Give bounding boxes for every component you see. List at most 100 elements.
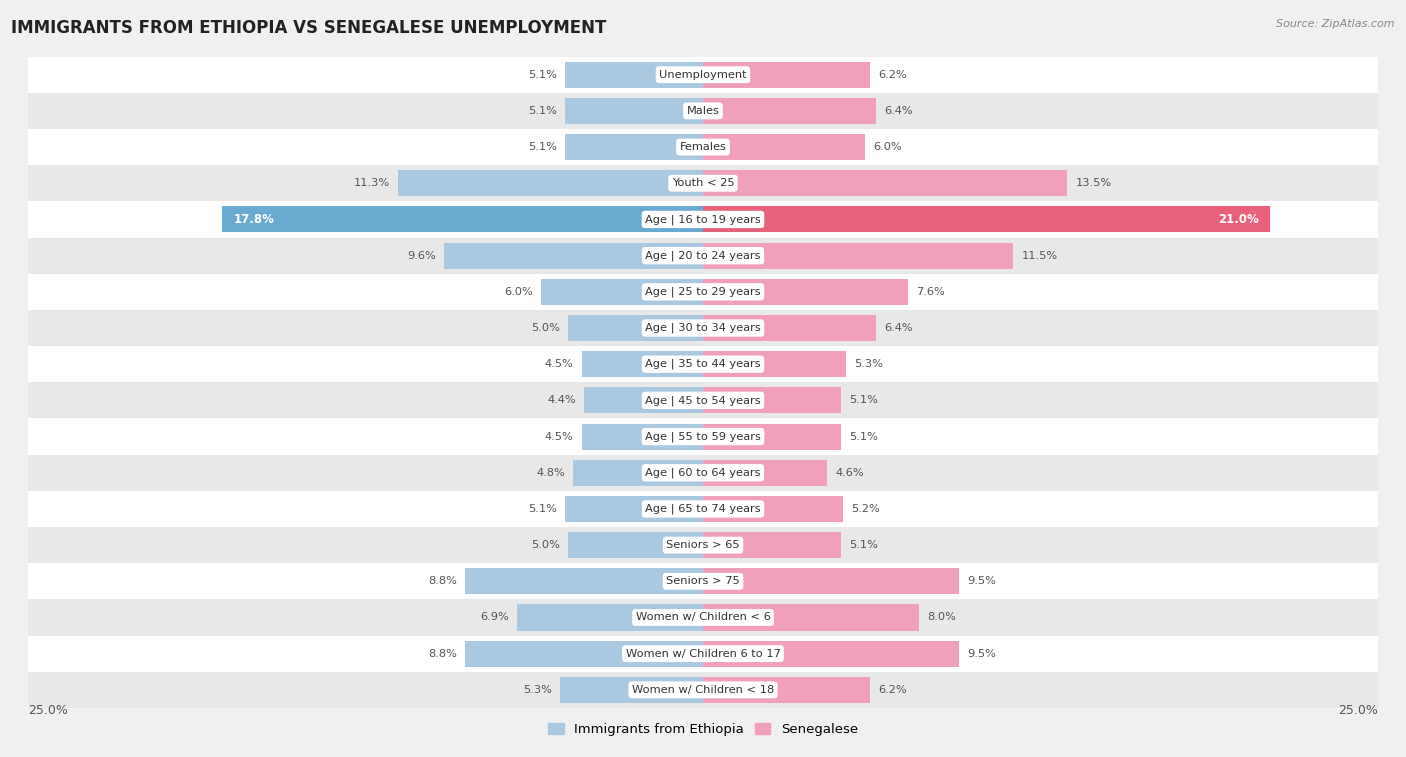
Text: 9.6%: 9.6% [406,251,436,260]
Text: Males: Males [686,106,720,116]
Bar [28,93,1378,129]
Text: Source: ZipAtlas.com: Source: ZipAtlas.com [1277,19,1395,29]
Bar [28,310,1378,346]
Text: 4.5%: 4.5% [544,431,574,441]
Bar [703,279,908,305]
Bar [28,455,1378,491]
Text: Age | 55 to 59 years: Age | 55 to 59 years [645,431,761,442]
Bar [560,677,703,703]
Text: 6.4%: 6.4% [884,106,912,116]
Bar [568,532,703,558]
Text: 25.0%: 25.0% [1339,704,1378,718]
Bar [517,605,703,631]
Text: 5.1%: 5.1% [849,395,877,406]
Text: 5.1%: 5.1% [849,431,877,441]
Text: 8.8%: 8.8% [429,649,457,659]
Bar [565,98,703,124]
Text: Women w/ Children 6 to 17: Women w/ Children 6 to 17 [626,649,780,659]
Legend: Immigrants from Ethiopia, Senegalese: Immigrants from Ethiopia, Senegalese [543,718,863,741]
Bar [28,346,1378,382]
Bar [703,388,841,413]
Bar [565,134,703,160]
Bar [28,527,1378,563]
Text: 5.2%: 5.2% [852,504,880,514]
Text: Women w/ Children < 18: Women w/ Children < 18 [631,685,775,695]
Bar [28,382,1378,419]
Bar [703,98,876,124]
Bar [703,605,920,631]
Bar [703,677,870,703]
Text: 5.1%: 5.1% [529,70,557,79]
Text: 8.0%: 8.0% [927,612,956,622]
Text: 9.5%: 9.5% [967,576,997,587]
Bar [703,315,876,341]
Text: 4.4%: 4.4% [547,395,576,406]
Text: Age | 65 to 74 years: Age | 65 to 74 years [645,503,761,514]
Text: Seniors > 65: Seniors > 65 [666,540,740,550]
Bar [703,496,844,522]
Text: 13.5%: 13.5% [1076,178,1112,188]
Bar [222,207,703,232]
Text: Age | 30 to 34 years: Age | 30 to 34 years [645,322,761,333]
Bar [703,569,959,594]
Text: 5.0%: 5.0% [531,323,560,333]
Bar [703,207,1270,232]
Bar [703,242,1014,269]
Text: 9.5%: 9.5% [967,649,997,659]
Text: 4.8%: 4.8% [537,468,565,478]
Bar [568,315,703,341]
Text: 25.0%: 25.0% [28,704,67,718]
Text: 5.1%: 5.1% [849,540,877,550]
Text: Females: Females [679,142,727,152]
Text: 4.5%: 4.5% [544,359,574,369]
Bar [703,351,846,377]
Bar [398,170,703,196]
Text: Unemployment: Unemployment [659,70,747,79]
Text: Age | 60 to 64 years: Age | 60 to 64 years [645,468,761,478]
Bar [28,165,1378,201]
Bar [28,671,1378,708]
Text: 6.0%: 6.0% [873,142,901,152]
Text: 6.9%: 6.9% [479,612,509,622]
Bar [541,279,703,305]
Text: Age | 25 to 29 years: Age | 25 to 29 years [645,287,761,297]
Bar [28,274,1378,310]
Text: IMMIGRANTS FROM ETHIOPIA VS SENEGALESE UNEMPLOYMENT: IMMIGRANTS FROM ETHIOPIA VS SENEGALESE U… [11,19,606,37]
Text: 6.4%: 6.4% [884,323,912,333]
Text: 8.8%: 8.8% [429,576,457,587]
Bar [28,201,1378,238]
Text: 6.0%: 6.0% [505,287,533,297]
Text: Age | 20 to 24 years: Age | 20 to 24 years [645,251,761,261]
Text: Age | 16 to 19 years: Age | 16 to 19 years [645,214,761,225]
Bar [574,459,703,486]
Bar [582,351,703,377]
Text: 17.8%: 17.8% [233,213,274,226]
Bar [582,423,703,450]
Text: 5.1%: 5.1% [529,106,557,116]
Bar [703,640,959,667]
Bar [465,569,703,594]
Bar [703,459,827,486]
Bar [28,563,1378,600]
Bar [28,129,1378,165]
Bar [28,238,1378,274]
Text: 5.3%: 5.3% [523,685,551,695]
Bar [28,419,1378,455]
Text: 5.1%: 5.1% [529,504,557,514]
Bar [565,61,703,88]
Text: 4.6%: 4.6% [835,468,863,478]
Bar [703,532,841,558]
Bar [28,636,1378,671]
Text: 5.3%: 5.3% [855,359,883,369]
Text: Seniors > 75: Seniors > 75 [666,576,740,587]
Bar [28,57,1378,93]
Text: 6.2%: 6.2% [879,685,907,695]
Text: 5.1%: 5.1% [529,142,557,152]
Text: 11.5%: 11.5% [1022,251,1057,260]
Text: Age | 45 to 54 years: Age | 45 to 54 years [645,395,761,406]
Text: Youth < 25: Youth < 25 [672,178,734,188]
Bar [703,170,1067,196]
Text: 21.0%: 21.0% [1219,213,1260,226]
Bar [444,242,703,269]
Bar [703,423,841,450]
